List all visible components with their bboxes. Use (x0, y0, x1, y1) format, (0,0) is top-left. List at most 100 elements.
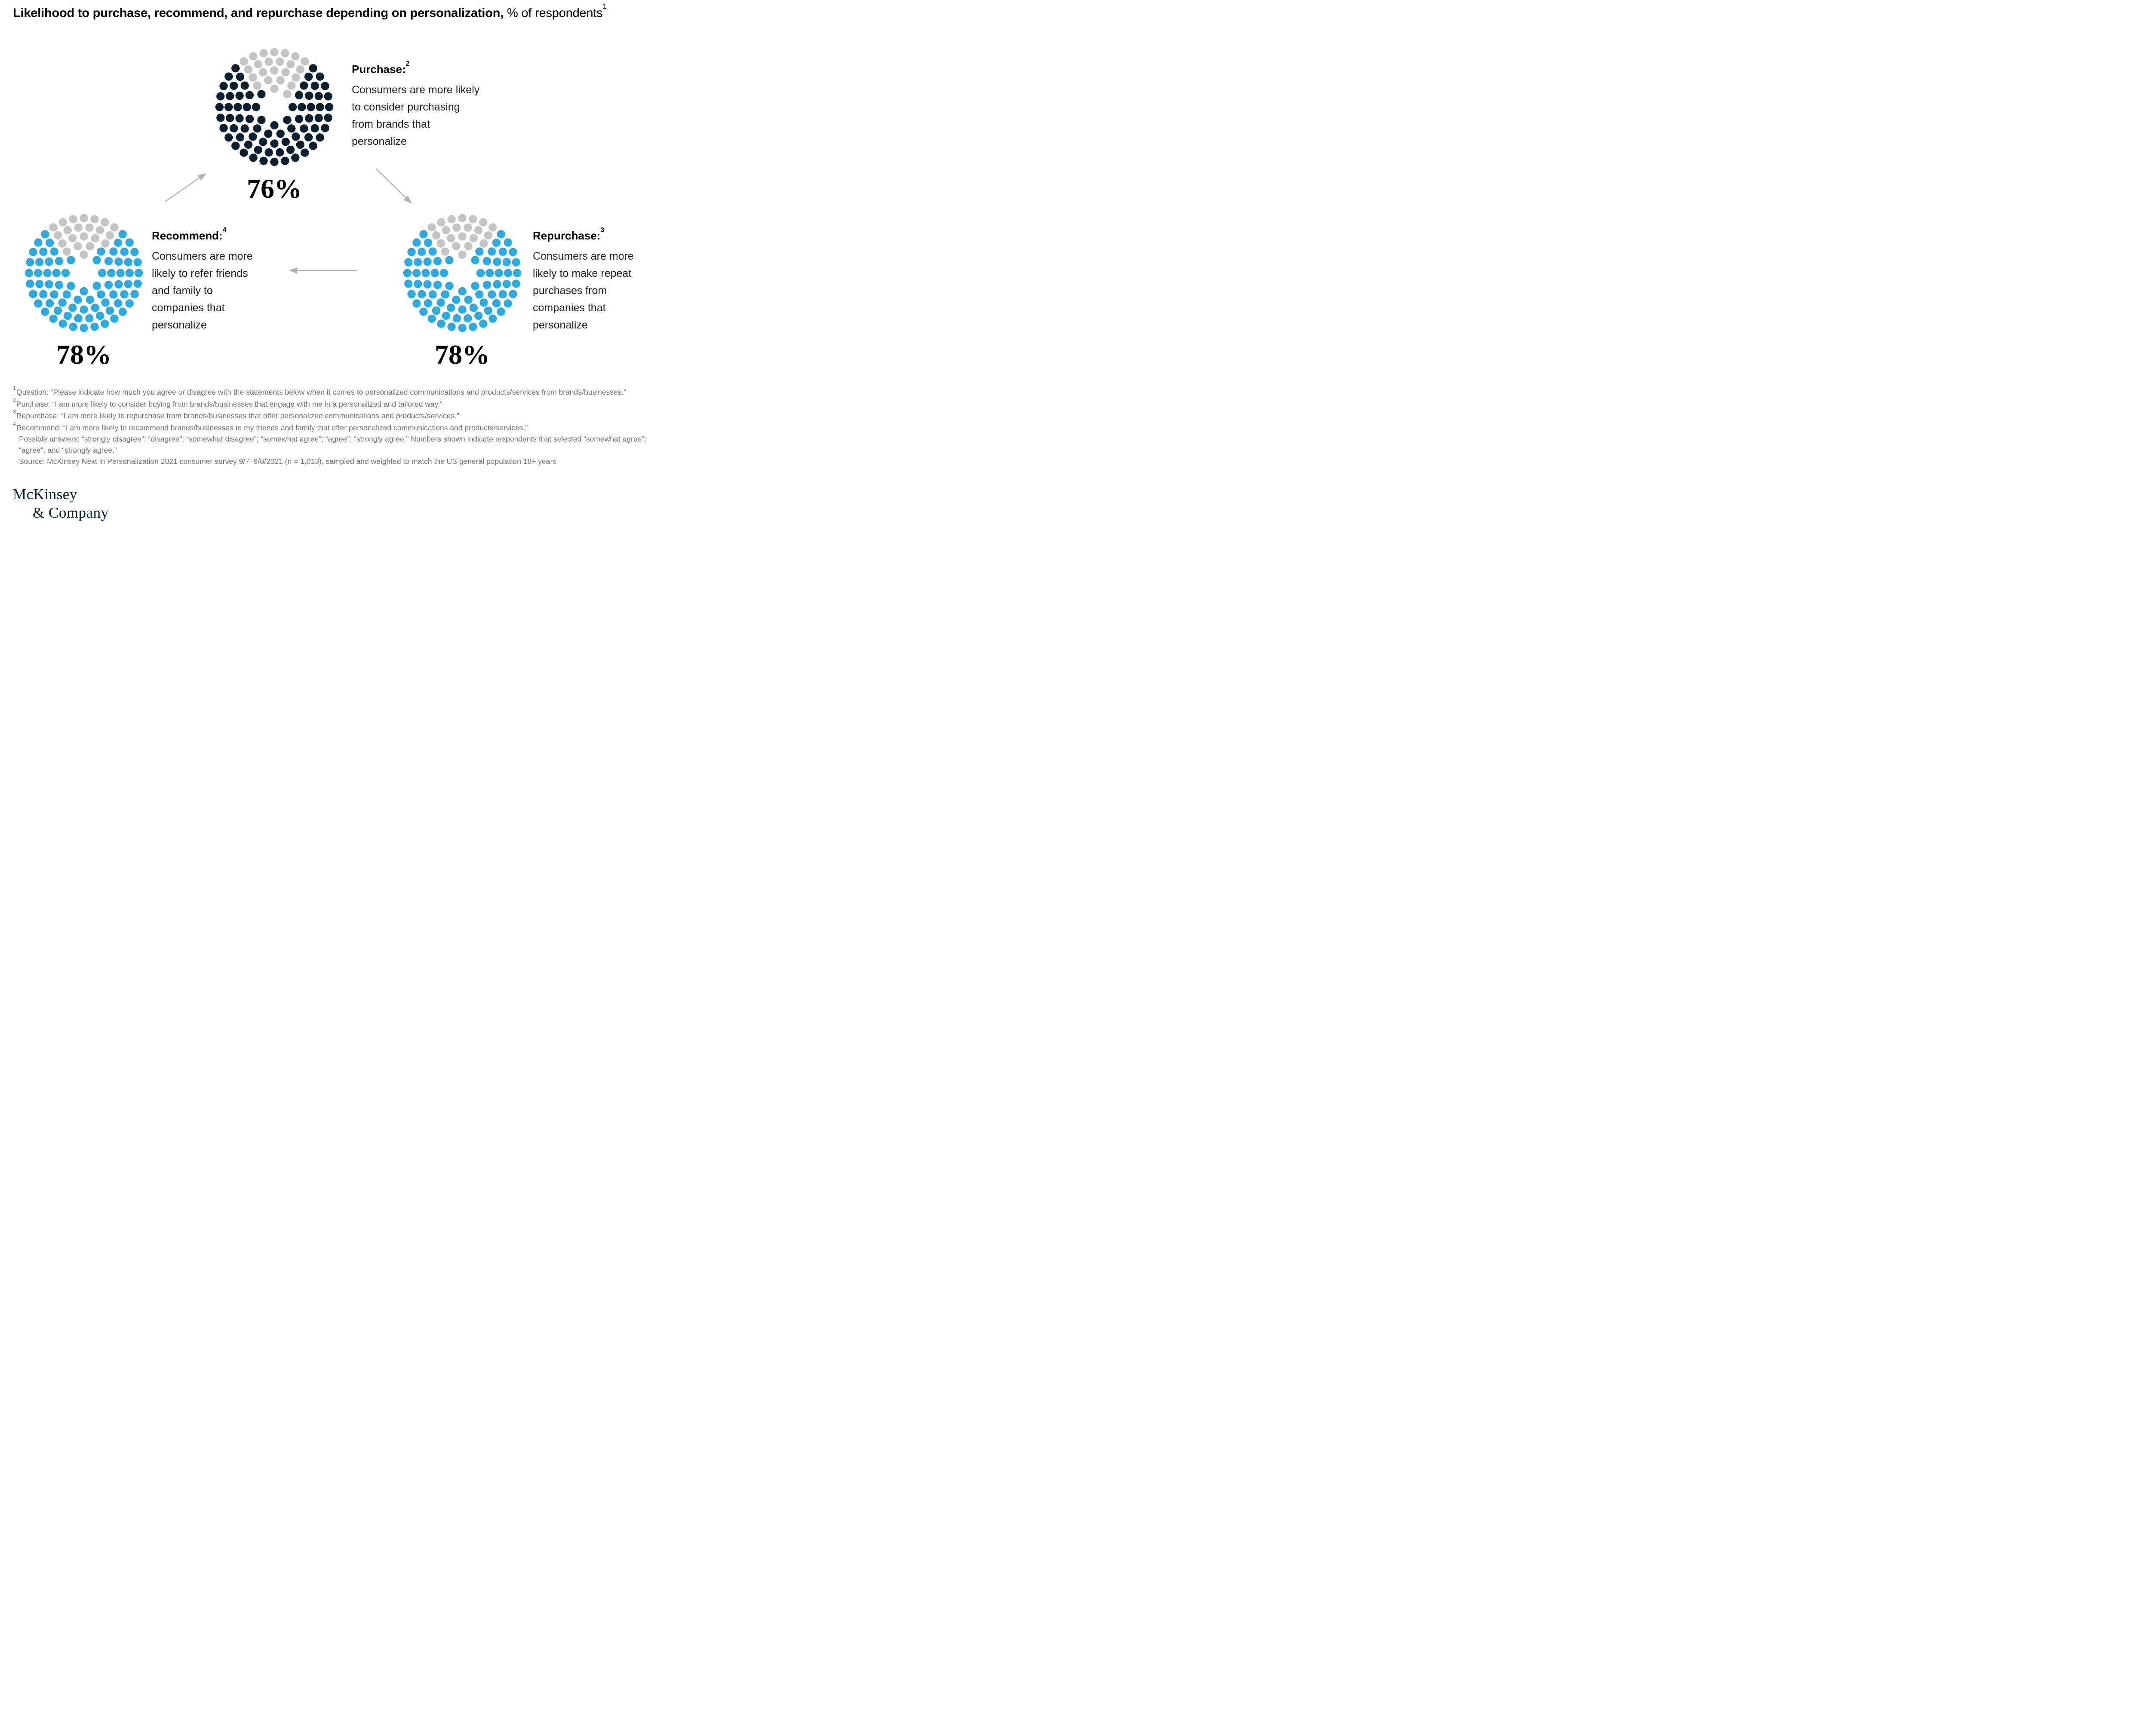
respondent-dot (49, 223, 58, 232)
respondent-dot (485, 269, 494, 277)
respondent-dot (230, 124, 238, 133)
respondent-dot (471, 256, 479, 264)
respondent-dot (509, 248, 517, 256)
respondent-dot (445, 256, 454, 264)
respondent-dot (125, 269, 134, 277)
respondent-dot (432, 231, 441, 240)
purchase-value: 76% (247, 173, 302, 204)
title-footnote-ref: 1 (602, 2, 607, 10)
respondent-dot (476, 269, 485, 277)
respondent-dot (235, 92, 244, 100)
respondent-dot (314, 113, 323, 123)
respondent-dot (469, 215, 477, 224)
respondent-dot (418, 290, 426, 299)
respondent-dot (458, 250, 467, 259)
respondent-dot (474, 311, 483, 320)
respondent-dot (62, 290, 71, 299)
respondent-dot (281, 49, 289, 58)
respondent-dot (421, 269, 430, 277)
respondent-dot (300, 124, 308, 133)
respondent-dot (240, 124, 249, 133)
respondent-dot (430, 269, 439, 277)
respondent-dot (464, 295, 473, 304)
respondent-dot (427, 314, 436, 323)
respondent-dot (257, 116, 266, 124)
respondent-dot (458, 287, 467, 296)
respondent-dot (316, 72, 324, 81)
respondent-dot (259, 138, 267, 146)
respondent-dot (458, 214, 467, 223)
respondent-dot (114, 299, 123, 308)
respondent-dot (80, 214, 88, 223)
respondent-dot (488, 314, 497, 323)
respondent-dot (504, 269, 512, 277)
recommend-footnote-ref: 4 (222, 226, 227, 234)
recommend-heading: Recommend:4 (152, 226, 263, 242)
respondent-dot (45, 299, 54, 308)
respondent-dot (26, 258, 34, 267)
footnote-4: 4Recommend: “I am more likely to recomme… (13, 421, 654, 434)
respondent-dot (475, 247, 484, 256)
repurchase-value: 78% (435, 339, 490, 370)
respondent-dot (105, 306, 114, 315)
respondent-dot (264, 57, 273, 66)
respondent-dot (25, 269, 34, 277)
respondent-dot (91, 304, 99, 312)
respondent-dot (474, 226, 483, 235)
respondent-dot (226, 92, 234, 101)
respondent-dot (257, 90, 266, 98)
respondent-dot (414, 258, 422, 267)
repurchase-heading-text: Repurchase: (533, 229, 601, 242)
respondent-dot (441, 290, 449, 299)
respondent-dot (310, 81, 319, 90)
respondent-dot (96, 311, 104, 320)
respondent-dot (224, 133, 233, 142)
respondent-dot (231, 141, 240, 150)
respondent-dot (291, 52, 300, 61)
respondent-dot (120, 290, 129, 299)
respondent-dot (254, 145, 262, 154)
respondent-dot (264, 76, 273, 85)
respondent-dot (276, 76, 285, 85)
footnote-2-marker: 2 (13, 397, 16, 403)
respondent-dot (219, 82, 228, 90)
footnotes: 1Question: “Please indicate how much you… (13, 385, 654, 467)
respondent-dot (291, 153, 300, 162)
respondent-dot (447, 215, 456, 224)
respondent-dot (130, 248, 139, 256)
respondent-dot (452, 314, 461, 323)
respondent-dot (133, 279, 142, 288)
respondent-dot (484, 306, 493, 315)
respondent-dot (452, 242, 461, 251)
respondent-dot (437, 218, 445, 227)
respondent-dot (240, 57, 248, 66)
respondent-dot (287, 124, 296, 133)
footnote-3-text: Repurchase: “I am more likely to repurch… (16, 411, 459, 420)
respondent-dot (412, 269, 421, 277)
respondent-dot (240, 148, 248, 157)
respondent-dot (419, 230, 428, 239)
respondent-dot (29, 248, 37, 256)
respondent-dot (245, 114, 254, 123)
respondent-dot (114, 258, 123, 266)
respondent-dot (90, 322, 99, 331)
respondent-dot (295, 91, 304, 100)
respondent-dot (301, 148, 309, 157)
respondent-dot (276, 57, 284, 66)
respondent-dot (114, 280, 123, 288)
respondent-dot (432, 306, 441, 315)
footnote-4-text: Recommend: “I am more likely to recommen… (16, 423, 528, 432)
respondent-dot (283, 90, 292, 98)
respondent-dot (101, 298, 110, 307)
respondent-dot (39, 247, 48, 256)
respondent-dot (104, 257, 113, 266)
respondent-dot (55, 280, 64, 289)
respondent-dot (414, 279, 422, 288)
repurchase-heading: Repurchase:3 (533, 227, 647, 242)
respondent-dot (439, 269, 448, 277)
respondent-dot (236, 72, 245, 81)
respondent-dot (475, 290, 484, 299)
respondent-dot (281, 138, 290, 146)
respondent-dot (58, 218, 67, 227)
respondent-dot (49, 314, 58, 323)
